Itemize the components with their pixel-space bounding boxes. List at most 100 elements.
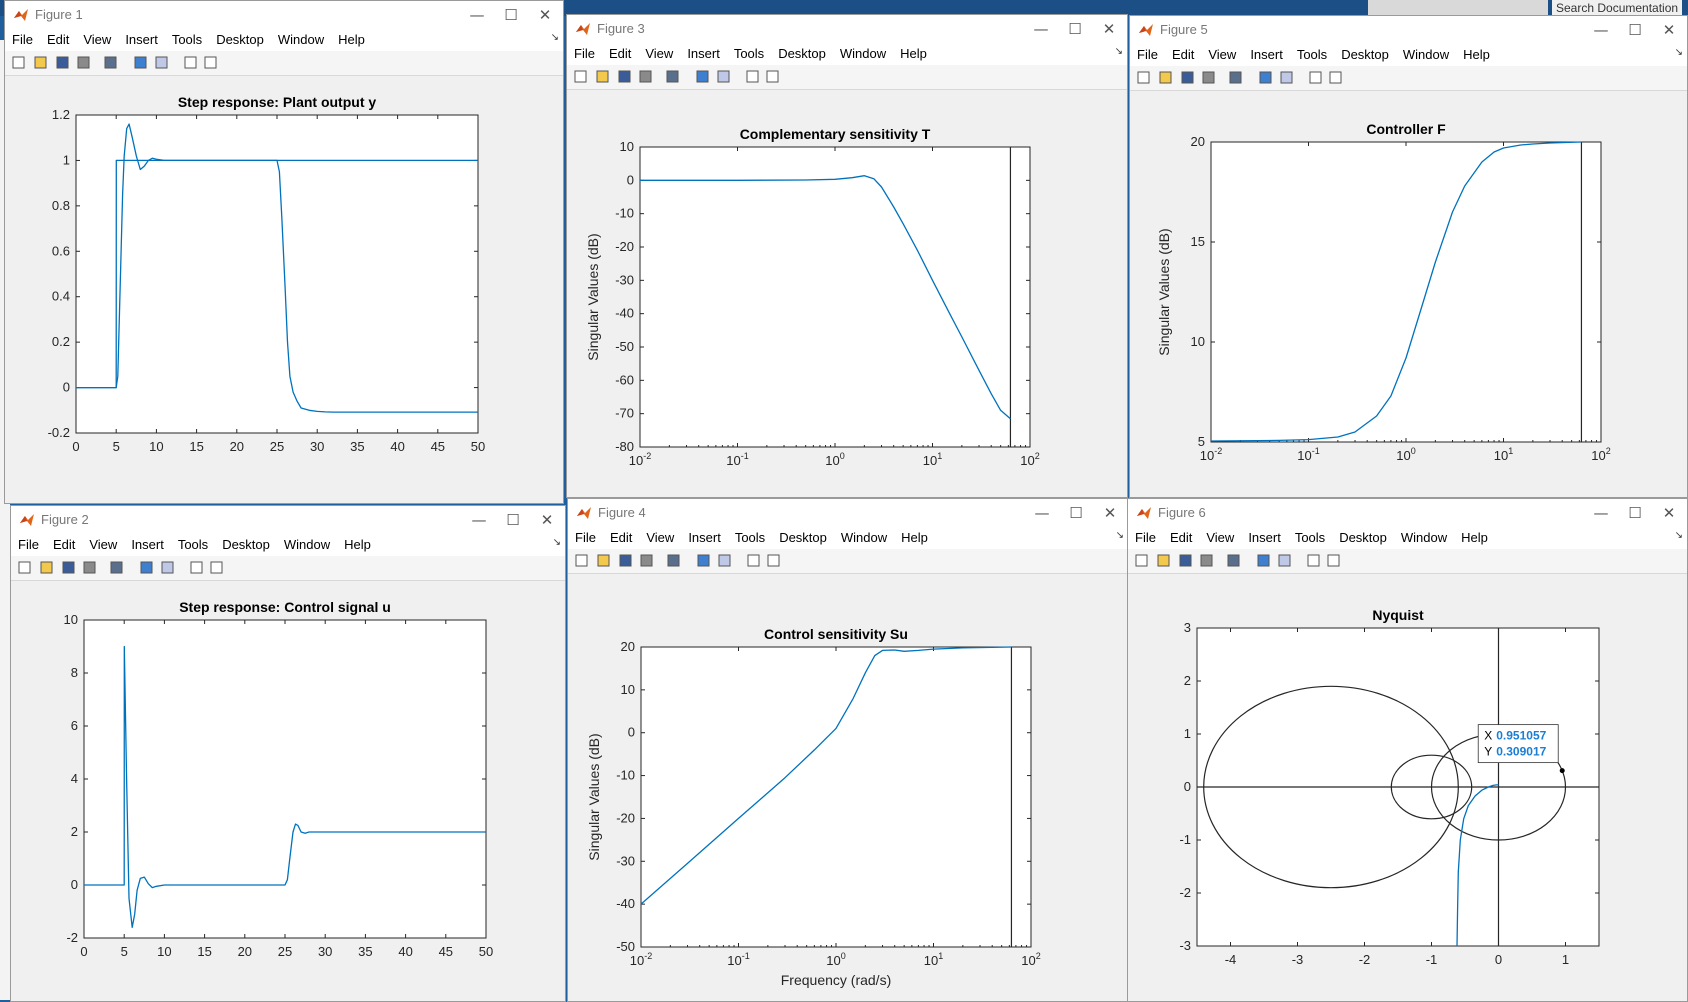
new-figure-icon[interactable] [1134,553,1149,568]
edit-plot-icon[interactable] [1308,70,1323,85]
new-figure-icon[interactable] [574,553,589,568]
minimize-button[interactable]: — [1593,504,1609,522]
print-preview-icon[interactable] [665,69,680,84]
colorbar-icon[interactable] [695,69,710,84]
legend-icon[interactable] [717,553,732,568]
open-file-icon[interactable] [33,55,48,70]
edit-plot-icon[interactable] [745,69,760,84]
menu-view[interactable]: View [1208,47,1237,62]
open-file-icon[interactable] [1158,70,1173,85]
series-line-1[interactable] [1456,784,1499,947]
menu-window[interactable]: Window [283,537,331,552]
print-icon[interactable] [638,69,653,84]
menu-file[interactable]: File [12,32,33,47]
menu-help[interactable]: Help [1463,47,1490,62]
quick-access-toolbar[interactable] [1368,0,1548,16]
menu-edit[interactable]: Edit [1171,47,1195,62]
colorbar-icon[interactable] [1258,70,1273,85]
menu-edit[interactable]: Edit [46,32,70,47]
dock-figure-icon[interactable]: ↘ [550,32,559,43]
dock-figure-icon[interactable]: ↘ [1674,530,1683,541]
menu-desktop[interactable]: Desktop [778,46,826,61]
menu-insert[interactable]: Insert [1250,47,1283,62]
minimize-button[interactable]: — [471,511,487,529]
menu-desktop[interactable]: Desktop [1341,47,1389,62]
open-file-icon[interactable] [39,560,54,575]
save-icon[interactable] [1180,70,1195,85]
menu-desktop[interactable]: Desktop [216,32,264,47]
menu-window[interactable]: Window [1400,530,1448,545]
axes-fig3[interactable]: Complementary sensitivity T10-2 10-1 100 10… [585,126,1040,468]
property-editor-icon[interactable] [1326,553,1341,568]
dock-figure-icon[interactable]: ↘ [552,537,561,548]
print-icon[interactable] [639,553,654,568]
menu-insert[interactable]: Insert [131,537,164,552]
close-button[interactable]: ✕ [1662,21,1676,39]
menu-window[interactable]: Window [839,46,887,61]
menu-desktop[interactable]: Desktop [779,530,827,545]
axes-fig1[interactable]: Step response: Plant output y0 5 10 15 20 25 3… [48,94,486,454]
close-button[interactable]: ✕ [1102,20,1116,38]
series-line-1[interactable] [84,645,486,929]
edit-plot-icon[interactable] [746,553,761,568]
minimize-button[interactable]: — [1034,504,1050,522]
window-titlebar[interactable]: Figure 2 — ☐ ✕ [11,506,565,534]
menu-edit[interactable]: Edit [608,46,632,61]
menu-desktop[interactable]: Desktop [222,537,270,552]
close-button[interactable]: ✕ [540,511,554,529]
edit-plot-icon[interactable] [183,55,198,70]
menu-view[interactable]: View [646,530,675,545]
menu-file[interactable]: File [574,46,595,61]
minimize-button[interactable]: — [1593,21,1609,39]
search-documentation-field[interactable]: Search Documentation [1552,0,1682,16]
menu-view[interactable]: View [83,32,112,47]
save-icon[interactable] [55,55,70,70]
new-figure-icon[interactable] [11,55,26,70]
save-icon[interactable] [617,69,632,84]
edit-plot-icon[interactable] [189,560,204,575]
menu-file[interactable]: File [1137,47,1158,62]
maximize-button[interactable]: ☐ [1628,21,1642,39]
datatip-marker[interactable] [1559,768,1565,774]
colorbar-icon[interactable] [696,553,711,568]
colorbar-icon[interactable] [1256,553,1271,568]
menu-view[interactable]: View [89,537,118,552]
menu-view[interactable]: View [1206,530,1235,545]
maximize-button[interactable]: ☐ [1628,504,1642,522]
window-titlebar[interactable]: Figure 5 — ☐ ✕ [1130,16,1687,44]
menu-insert[interactable]: Insert [1248,530,1281,545]
series-line-1[interactable] [640,646,1012,905]
print-icon[interactable] [1201,70,1216,85]
print-icon[interactable] [82,560,97,575]
save-icon[interactable] [618,553,633,568]
legend-icon[interactable] [716,69,731,84]
menu-help[interactable]: Help [338,32,365,47]
menu-window[interactable]: Window [840,530,888,545]
open-file-icon[interactable] [595,69,610,84]
series-line-1[interactable] [1210,141,1582,442]
property-editor-icon[interactable] [203,55,218,70]
window-titlebar[interactable]: Figure 3 — ☐ ✕ [567,15,1127,43]
legend-icon[interactable] [1279,70,1294,85]
axes-fig6[interactable]: Nyquist -4 -3 -2 -1 0 1 -3 -2 -1 0 1 2 3 X 0.951057 Y 0.3… [1179,607,1600,967]
menu-tools[interactable]: Tools [1296,47,1328,62]
menu-edit[interactable]: Edit [52,537,76,552]
save-icon[interactable] [61,560,76,575]
legend-icon[interactable] [1277,553,1292,568]
menu-insert[interactable]: Insert [687,46,720,61]
menu-tools[interactable]: Tools [171,32,203,47]
datatip-box[interactable] [1477,724,1559,764]
print-preview-icon[interactable] [1228,70,1243,85]
menu-edit[interactable]: Edit [1169,530,1193,545]
window-titlebar[interactable]: Figure 6 — ☐ ✕ [1128,499,1687,527]
window-titlebar[interactable]: Figure 1 — ☐ ✕ [5,1,563,29]
maximize-button[interactable]: ☐ [506,511,520,529]
menu-view[interactable]: View [645,46,674,61]
property-editor-icon[interactable] [765,69,780,84]
property-editor-icon[interactable] [1328,70,1343,85]
close-button[interactable]: ✕ [1103,504,1117,522]
new-figure-icon[interactable] [1136,70,1151,85]
menu-help[interactable]: Help [901,530,928,545]
close-button[interactable]: ✕ [1662,504,1676,522]
